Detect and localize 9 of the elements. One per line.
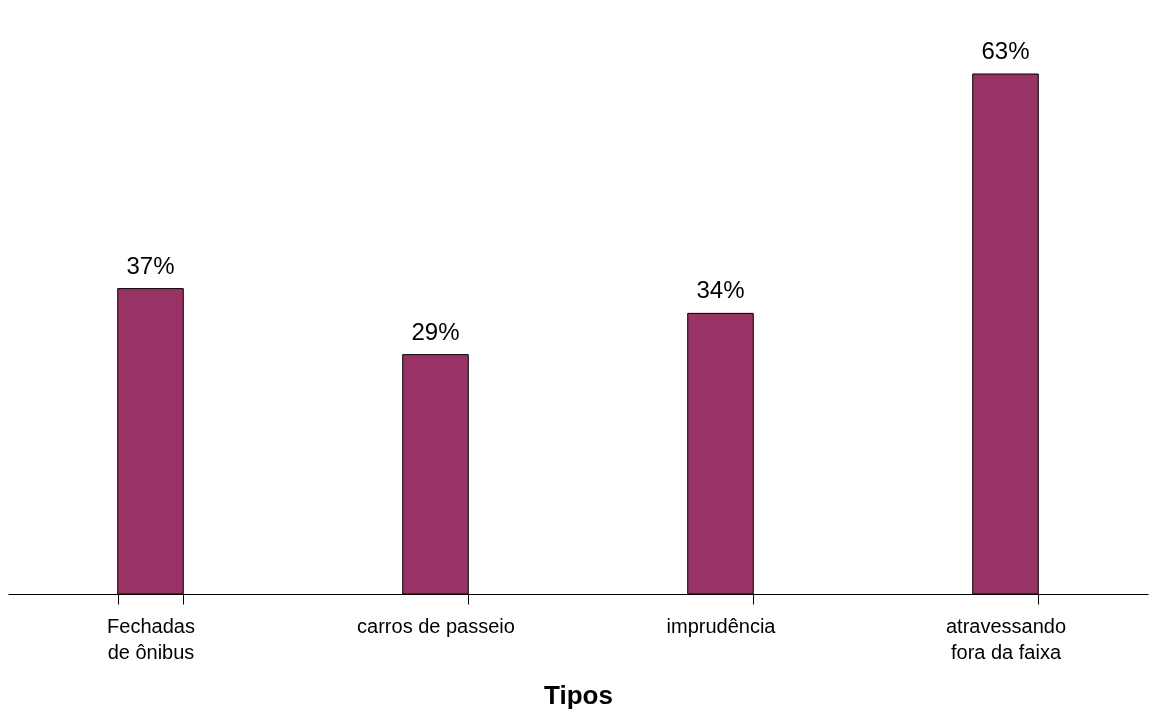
data-label: 63% bbox=[981, 37, 1030, 64]
data-label: 34% bbox=[696, 276, 745, 304]
x-axis-title: Tipos bbox=[544, 679, 613, 710]
x-tick-label: atravessando fora da faixa bbox=[945, 614, 1067, 663]
x-tick-label: carros de passeio bbox=[357, 614, 515, 637]
x-tick-label: imprudência bbox=[666, 614, 777, 637]
x-tick-label: Fechadas de ônibus bbox=[107, 614, 195, 663]
data-label: 37% bbox=[126, 251, 175, 279]
data-label: 29% bbox=[411, 317, 460, 345]
